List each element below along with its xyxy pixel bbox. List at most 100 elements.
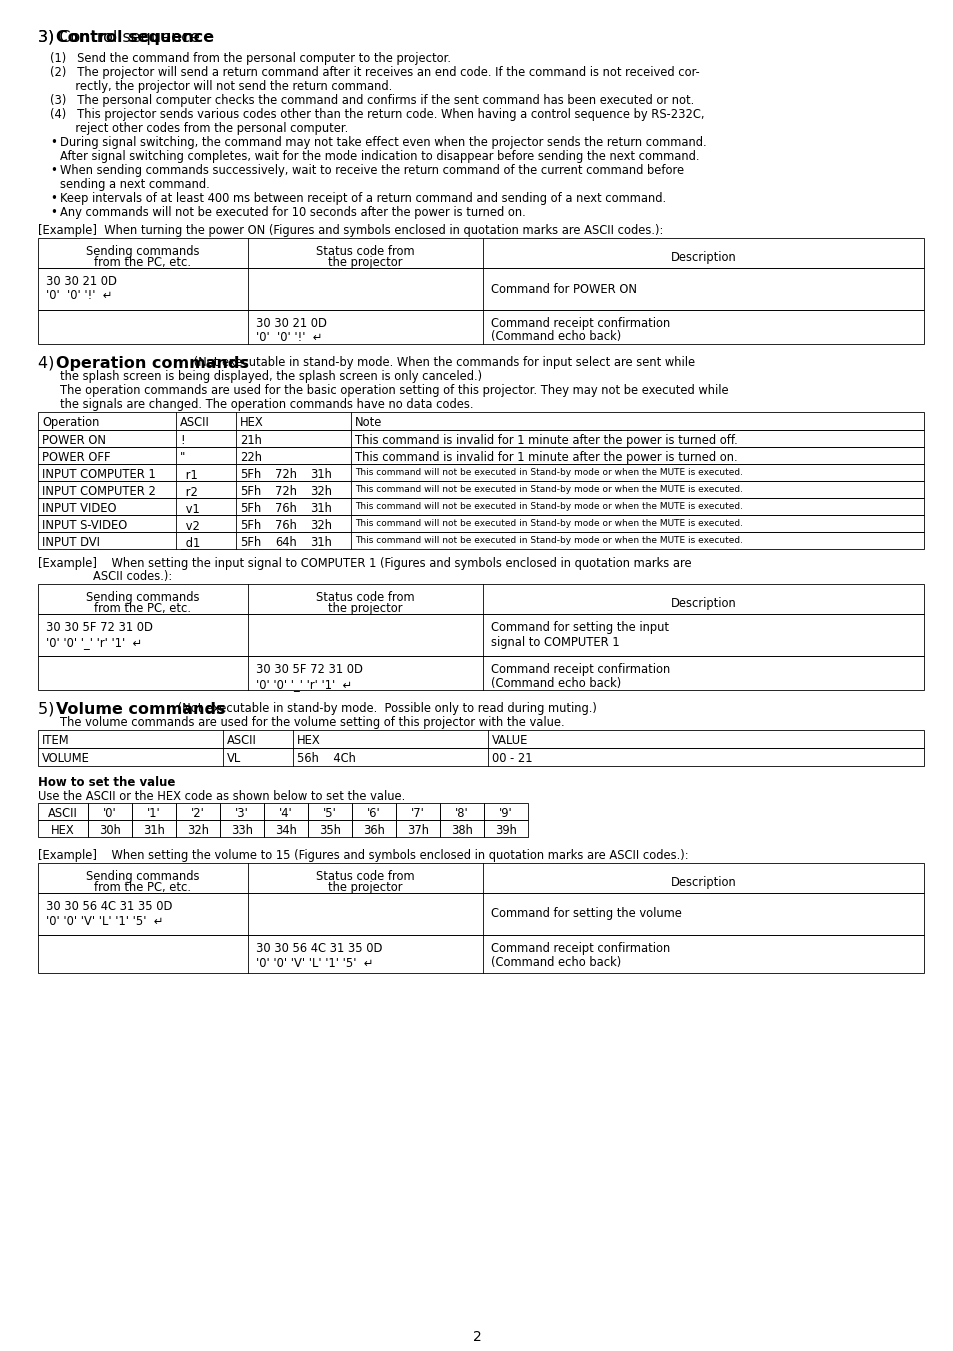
Text: Description: Description: [670, 597, 736, 611]
Text: '8': '8': [455, 807, 468, 820]
Text: the projector: the projector: [328, 881, 402, 894]
Text: from the PC, etc.: from the PC, etc.: [94, 881, 192, 894]
Text: Sending commands: Sending commands: [86, 590, 199, 604]
Bar: [38, 935, 923, 973]
Text: HEX: HEX: [240, 416, 263, 430]
Bar: [38, 481, 923, 499]
Text: '1': '1': [147, 807, 161, 820]
Text: 30 30 56 4C 31 35 0D: 30 30 56 4C 31 35 0D: [46, 900, 172, 913]
Text: 34h: 34h: [274, 824, 296, 838]
Text: Sending commands: Sending commands: [86, 870, 199, 884]
Text: _d1: _d1: [180, 536, 200, 549]
Text: sending a next command.: sending a next command.: [60, 178, 210, 190]
Text: !: !: [180, 434, 185, 447]
Text: 32h: 32h: [310, 519, 332, 532]
Bar: [88, 820, 132, 838]
Text: Use the ASCII or the HEX code as shown below to set the value.: Use the ASCII or the HEX code as shown b…: [38, 790, 405, 802]
Text: 36h: 36h: [363, 824, 384, 838]
Text: 5): 5): [38, 703, 59, 717]
Text: 31h: 31h: [310, 467, 332, 481]
Text: INPUT VIDEO: INPUT VIDEO: [42, 503, 116, 515]
Text: _v1: _v1: [180, 503, 199, 515]
Text: Status code from: Status code from: [315, 245, 415, 258]
Text: ASCII codes.):: ASCII codes.):: [92, 570, 172, 584]
Text: Command receipt confirmation: Command receipt confirmation: [491, 663, 670, 676]
Bar: [88, 802, 132, 820]
Bar: [38, 412, 923, 430]
Text: After signal switching completes, wait for the mode indication to disappear befo: After signal switching completes, wait f…: [60, 150, 699, 163]
Text: the signals are changed. The operation commands have no data codes.: the signals are changed. The operation c…: [60, 399, 473, 411]
Text: rectly, the projector will not send the return command.: rectly, the projector will not send the …: [50, 80, 392, 93]
Text: '0'  '0' '!'  ↵: '0' '0' '!' ↵: [46, 289, 112, 303]
Bar: [38, 267, 923, 309]
Text: 76h: 76h: [274, 519, 296, 532]
Text: This command will not be executed in Stand-by mode or when the MUTE is executed.: This command will not be executed in Sta…: [355, 536, 742, 544]
Text: 00 - 21: 00 - 21: [492, 753, 532, 765]
Bar: [38, 863, 923, 893]
Text: •: •: [50, 205, 57, 219]
Bar: [38, 532, 923, 549]
Text: Status code from: Status code from: [315, 590, 415, 604]
Text: 22h: 22h: [240, 451, 262, 463]
Text: from the PC, etc.: from the PC, etc.: [94, 603, 192, 615]
Bar: [175, 802, 220, 820]
Text: This command will not be executed in Stand-by mode or when the MUTE is executed.: This command will not be executed in Sta…: [355, 485, 742, 494]
Text: the projector: the projector: [328, 255, 402, 269]
Text: INPUT DVI: INPUT DVI: [42, 536, 100, 549]
Text: (Command echo back): (Command echo back): [491, 957, 620, 969]
Text: This command will not be executed in Stand-by mode or when the MUTE is executed.: This command will not be executed in Sta…: [355, 503, 742, 511]
Text: [Example]    When setting the volume to 15 (Figures and symbols enclosed in quot: [Example] When setting the volume to 15 …: [38, 848, 688, 862]
Text: Note: Note: [355, 416, 382, 430]
Bar: [132, 820, 175, 838]
Text: INPUT S-VIDEO: INPUT S-VIDEO: [42, 519, 127, 532]
Text: 72h: 72h: [274, 467, 296, 481]
Text: '0'  '0' '!'  ↵: '0' '0' '!' ↵: [255, 331, 322, 345]
Text: 3): 3): [38, 30, 59, 45]
Text: INPUT COMPUTER 1: INPUT COMPUTER 1: [42, 467, 155, 481]
Bar: [395, 820, 439, 838]
Text: 5Fh: 5Fh: [240, 519, 261, 532]
Text: reject other codes from the personal computer.: reject other codes from the personal com…: [50, 122, 348, 135]
Text: (Not executable in stand-by mode. When the commands for input select are sent wh: (Not executable in stand-by mode. When t…: [190, 357, 695, 369]
Bar: [38, 463, 923, 481]
Text: POWER ON: POWER ON: [42, 434, 106, 447]
Text: from the PC, etc.: from the PC, etc.: [94, 255, 192, 269]
Bar: [38, 820, 88, 838]
Bar: [439, 802, 483, 820]
Text: Command receipt confirmation: Command receipt confirmation: [491, 942, 670, 955]
Text: 2: 2: [472, 1329, 481, 1344]
Text: 5Fh: 5Fh: [240, 467, 261, 481]
Bar: [38, 893, 923, 935]
Text: the projector: the projector: [328, 603, 402, 615]
Text: (Command echo back): (Command echo back): [491, 330, 620, 343]
Text: '6': '6': [367, 807, 380, 820]
Text: •: •: [50, 163, 57, 177]
Text: During signal switching, the command may not take effect even when the projector: During signal switching, the command may…: [60, 136, 706, 149]
Text: Operation: Operation: [42, 416, 99, 430]
Text: ASCII: ASCII: [227, 734, 256, 747]
Bar: [38, 309, 923, 345]
Text: ITEM: ITEM: [42, 734, 70, 747]
Text: 5Fh: 5Fh: [240, 536, 261, 549]
Bar: [352, 802, 395, 820]
Text: '0': '0': [103, 807, 117, 820]
Text: signal to COMPUTER 1: signal to COMPUTER 1: [491, 636, 619, 648]
Text: [Example]    When setting the input signal to COMPUTER 1 (Figures and symbols en: [Example] When setting the input signal …: [38, 557, 691, 570]
Text: 21h: 21h: [240, 434, 262, 447]
Text: 31h: 31h: [143, 824, 165, 838]
Text: (Not executable in stand-by mode.  Possible only to read during muting.): (Not executable in stand-by mode. Possib…: [173, 703, 597, 715]
Text: 30 30 5F 72 31 0D: 30 30 5F 72 31 0D: [255, 663, 362, 676]
Text: ": ": [180, 451, 185, 463]
Text: '3': '3': [234, 807, 249, 820]
Text: VALUE: VALUE: [492, 734, 528, 747]
Text: VOLUME: VOLUME: [42, 753, 90, 765]
Text: (1)   Send the command from the personal computer to the projector.: (1) Send the command from the personal c…: [50, 51, 451, 65]
Text: The operation commands are used for the basic operation setting of this projecto: The operation commands are used for the …: [60, 384, 728, 397]
Bar: [220, 820, 264, 838]
Bar: [308, 802, 352, 820]
Text: (3)   The personal computer checks the command and confirms if the sent command : (3) The personal computer checks the com…: [50, 95, 694, 107]
Text: How to set the value: How to set the value: [38, 775, 175, 789]
Bar: [38, 499, 923, 515]
Text: Command for POWER ON: Command for POWER ON: [491, 282, 637, 296]
Text: Control sequence: Control sequence: [56, 30, 213, 45]
